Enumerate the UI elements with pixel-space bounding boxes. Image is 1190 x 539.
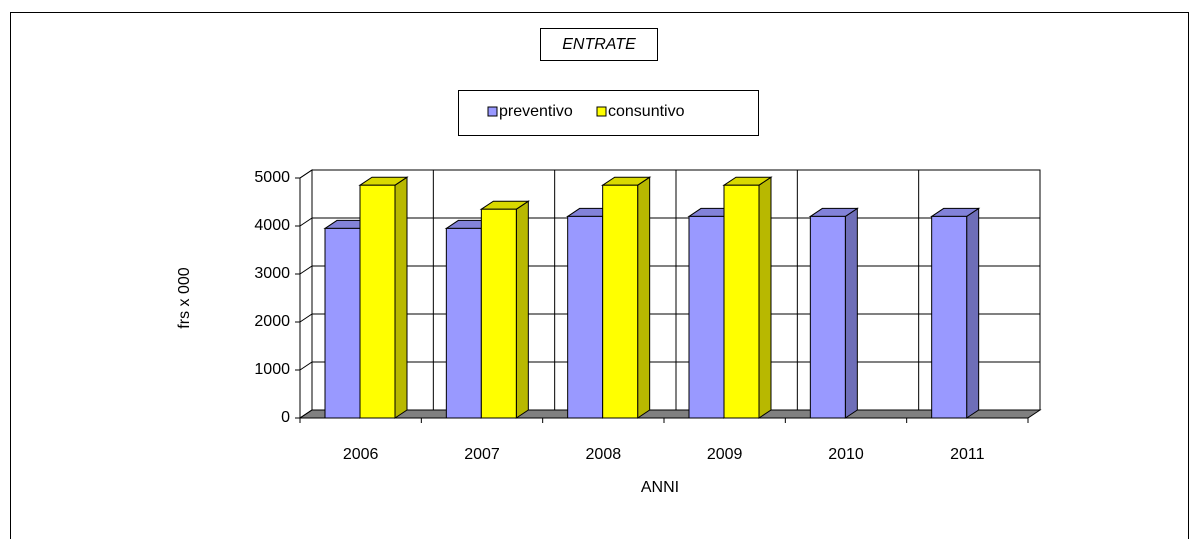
bar-side <box>515 200 529 419</box>
bar-front <box>359 184 396 419</box>
legend-box <box>458 90 759 136</box>
title-box <box>540 28 658 61</box>
bar-front <box>688 215 725 419</box>
bar-front <box>567 215 604 419</box>
bar-front <box>723 184 760 419</box>
legend-swatch <box>487 106 498 117</box>
bar-side <box>966 207 980 419</box>
legend-label: consuntivo <box>608 103 685 120</box>
bar-front <box>445 227 482 419</box>
bar-front <box>324 227 361 419</box>
bar <box>930 207 981 419</box>
x-axis-title: ANNI <box>641 479 679 496</box>
bar <box>722 176 773 419</box>
x-tick-label: 2011 <box>950 446 985 463</box>
bar-front <box>480 208 517 419</box>
bar-front <box>602 184 639 419</box>
chart-title: ENTRATE <box>562 36 636 53</box>
y-tick-label: 3000 <box>254 265 290 282</box>
y-tick-label: 5000 <box>254 169 290 186</box>
bar <box>601 176 652 419</box>
bar-front <box>931 215 968 419</box>
x-tick-label: 2008 <box>586 446 622 463</box>
floor <box>298 409 1042 419</box>
bar <box>808 207 859 419</box>
x-tick-label: 2009 <box>707 446 743 463</box>
legend-label: preventivo <box>499 103 573 120</box>
bar-side <box>637 176 651 419</box>
side-wall <box>299 169 313 419</box>
bar-side <box>394 176 408 419</box>
y-tick-label: 2000 <box>254 313 290 330</box>
bar-side <box>844 207 858 419</box>
bar <box>358 176 409 419</box>
x-tick-label: 2010 <box>828 446 864 463</box>
y-axis-title: frs x 000 <box>176 267 193 328</box>
x-tick-label: 2007 <box>464 446 500 463</box>
y-tick-label: 0 <box>281 409 290 426</box>
bar-side <box>758 176 772 419</box>
legend-swatch <box>596 106 607 117</box>
y-tick-label: 1000 <box>254 361 290 378</box>
bar-front <box>809 215 846 419</box>
bar <box>479 200 530 419</box>
y-tick-label: 4000 <box>254 217 290 234</box>
x-tick-label: 2006 <box>343 446 379 463</box>
